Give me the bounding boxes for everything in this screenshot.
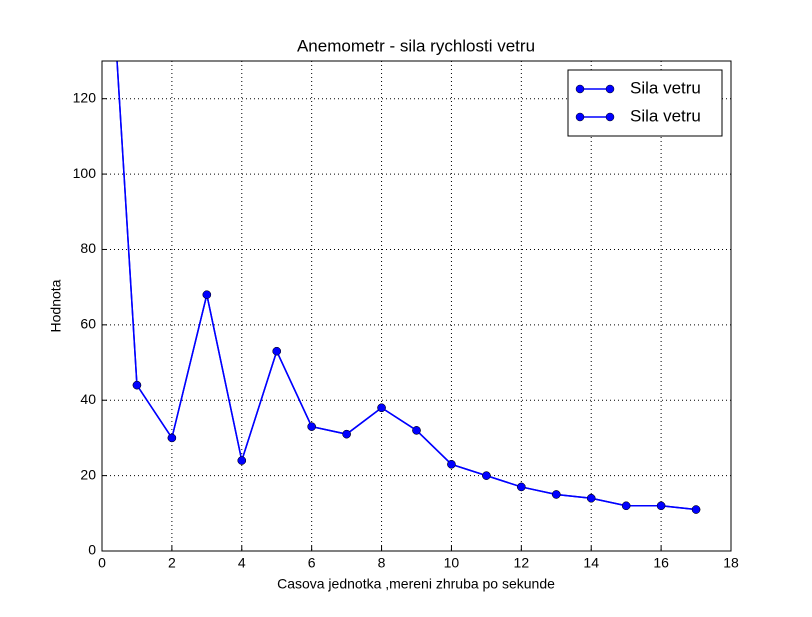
data-point xyxy=(552,490,561,499)
chart-title: Anemometr - sila rychlosti vetru xyxy=(297,36,535,55)
y-tick-label: 0 xyxy=(88,542,96,558)
data-point xyxy=(482,471,491,480)
legend-marker xyxy=(605,84,615,94)
data-point xyxy=(621,501,631,511)
legend-box xyxy=(567,69,723,137)
data-point xyxy=(342,429,351,439)
y-tick-label: 40 xyxy=(80,391,96,407)
data-point xyxy=(691,505,701,514)
x-tick-label: 10 xyxy=(444,555,460,571)
y-tick-label: 20 xyxy=(80,466,96,482)
data-point xyxy=(586,493,596,503)
x-tick-label: 16 xyxy=(653,555,669,571)
data-point xyxy=(237,456,247,465)
data-point xyxy=(272,346,281,356)
y-axis-label: Hodnota xyxy=(48,279,64,332)
data-point xyxy=(447,460,456,469)
legend-label: Sila vetru xyxy=(630,106,701,125)
x-axis-label: Casova jednotka ,mereni zhruba po sekund… xyxy=(277,576,555,592)
x-tick-label: 14 xyxy=(583,555,599,571)
x-tick-label: 2 xyxy=(168,555,176,571)
y-tick-label: 100 xyxy=(73,165,97,181)
data-point xyxy=(377,403,386,413)
series-line xyxy=(116,61,697,511)
y-tick-label: 80 xyxy=(80,240,96,256)
x-tick-label: 4 xyxy=(238,555,246,571)
plot-frame xyxy=(101,60,732,552)
data-point xyxy=(167,433,177,443)
x-tick-label: 6 xyxy=(308,555,316,571)
y-tick-label: 60 xyxy=(80,316,96,332)
x-tick-label: 8 xyxy=(378,555,386,571)
legend-marker xyxy=(605,112,615,122)
data-point xyxy=(412,426,421,435)
x-tick-label: 0 xyxy=(98,555,106,571)
data-point xyxy=(307,422,316,431)
plot-area xyxy=(116,61,701,514)
x-tick-label: 18 xyxy=(723,555,739,571)
data-point xyxy=(202,290,212,299)
legend-marker xyxy=(575,112,585,122)
data-point xyxy=(656,501,666,511)
y-tick-label: 120 xyxy=(73,89,97,105)
data-point xyxy=(132,380,142,390)
x-tick-label: 12 xyxy=(514,555,530,571)
legend-label: Sila vetru xyxy=(630,78,701,97)
legend-marker xyxy=(575,84,585,94)
data-point xyxy=(517,482,526,492)
